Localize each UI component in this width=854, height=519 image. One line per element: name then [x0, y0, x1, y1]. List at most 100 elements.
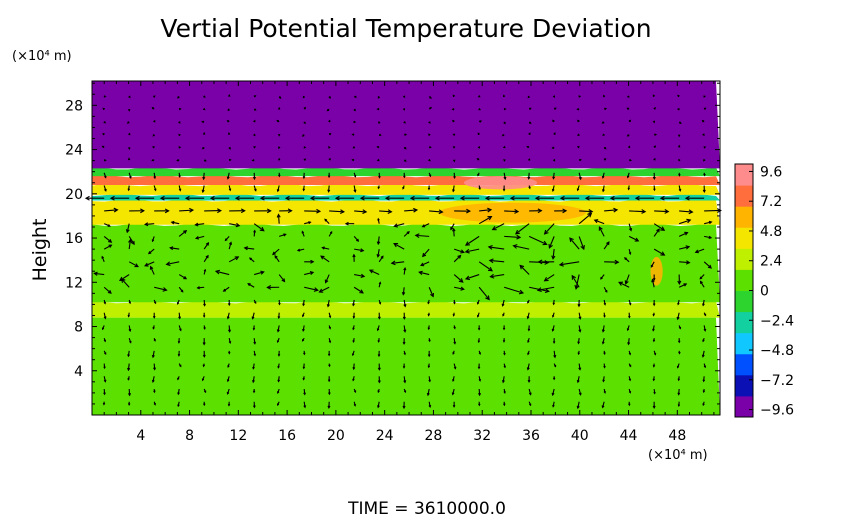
wind-vector-head [377, 316, 381, 320]
wind-vector-head [503, 107, 507, 111]
wind-vector-head [578, 176, 582, 181]
wind-vector [603, 286, 608, 293]
wind-vector-head [178, 316, 182, 320]
wind-vector [177, 376, 180, 381]
wind-vector-head [380, 255, 384, 259]
wind-vector-head [277, 379, 281, 383]
wind-vector-head [217, 208, 222, 214]
wind-vector-shaft [618, 281, 630, 288]
wind-vector-shaft [704, 221, 712, 225]
wind-vector [324, 218, 330, 225]
wind-vector-head [429, 106, 432, 110]
wind-vector [704, 235, 713, 240]
wind-vector [352, 146, 356, 149]
wind-vector [128, 236, 135, 246]
wind-vector [128, 238, 133, 250]
wind-vector-head [702, 403, 705, 407]
wind-vector [552, 376, 556, 381]
wind-vector [478, 107, 482, 111]
wind-vector-head [708, 220, 713, 225]
colorbar-tick-label: −9.6 [760, 403, 794, 419]
wind-vector [427, 325, 431, 331]
wind-vector [402, 185, 405, 190]
wind-vector-shaft [429, 210, 443, 213]
wind-vector-head [226, 379, 230, 383]
wind-vector [427, 185, 431, 191]
wind-vector-head [301, 314, 305, 318]
wind-vector [421, 223, 430, 228]
wind-vector-head [512, 244, 518, 249]
wind-vector-shaft [703, 261, 712, 269]
wind-vector-head [543, 229, 549, 235]
wind-vector [359, 195, 380, 201]
x-tick-label: 4 [136, 428, 145, 444]
wind-vector [102, 107, 105, 111]
wind-vector-head [459, 195, 465, 201]
wind-vector-head [452, 352, 455, 355]
wind-vector [403, 388, 407, 394]
wind-vector [593, 219, 605, 225]
wind-vector [576, 107, 580, 111]
wind-vector [427, 363, 431, 369]
wind-vector-head [451, 392, 455, 396]
wind-vector-head [227, 94, 231, 97]
wind-vector-head [476, 314, 480, 318]
wind-vector [303, 146, 307, 149]
wind-vector-head [283, 233, 287, 237]
wind-vector-head [153, 95, 156, 98]
wind-vector-head [353, 390, 357, 394]
wind-vector-head [393, 223, 398, 228]
wind-vector [652, 376, 656, 382]
wind-vector-head [653, 106, 656, 110]
wind-vector [101, 325, 105, 331]
wind-vector [178, 133, 181, 137]
wind-vector [344, 221, 355, 226]
wind-vector-head [278, 146, 281, 150]
wind-vector-head [554, 107, 557, 110]
wind-vector-head [653, 145, 657, 148]
wind-vector-head [703, 365, 707, 369]
wind-vector-head [618, 281, 624, 286]
wind-vector-head [429, 96, 432, 99]
wind-vector-head [422, 252, 427, 258]
wind-vector-head [603, 365, 606, 369]
wind-vector-head [527, 328, 531, 332]
wind-vector [178, 363, 182, 368]
wind-vector [654, 209, 670, 214]
wind-vector [127, 147, 131, 151]
wind-vector-head [260, 270, 265, 275]
wind-vector [309, 195, 330, 201]
wind-vector [253, 108, 257, 111]
wind-vector-head [234, 195, 240, 201]
wind-vector [652, 312, 655, 317]
wind-vector [477, 338, 481, 344]
wind-vector-head [376, 158, 380, 162]
wind-vector [101, 255, 105, 263]
wind-vector [578, 312, 582, 320]
wind-vector-head [659, 195, 665, 201]
wind-vector [224, 236, 230, 242]
wind-vector [703, 172, 706, 177]
wind-vector-head [103, 316, 107, 320]
wind-vector [577, 119, 580, 123]
wind-vector [678, 350, 681, 355]
wind-vector-head [387, 209, 393, 215]
wind-vector-head [503, 121, 506, 125]
wind-vector [652, 401, 656, 409]
wind-vector [578, 212, 593, 225]
x-tick-label: 36 [522, 428, 540, 444]
wind-vector-head [453, 366, 457, 370]
wind-vector [328, 230, 333, 237]
wind-vector [226, 120, 230, 123]
wind-vector [276, 213, 281, 224]
wind-vector-shaft [489, 259, 505, 263]
wind-vector-shaft [393, 243, 405, 250]
wind-vector [303, 106, 306, 110]
x-tick-label: 32 [473, 428, 491, 444]
wind-vector [628, 401, 631, 407]
wind-vector-shaft [422, 223, 430, 228]
y-tick-label: 28 [65, 98, 83, 114]
wind-vector-head [302, 328, 305, 332]
wind-vector [176, 159, 180, 162]
